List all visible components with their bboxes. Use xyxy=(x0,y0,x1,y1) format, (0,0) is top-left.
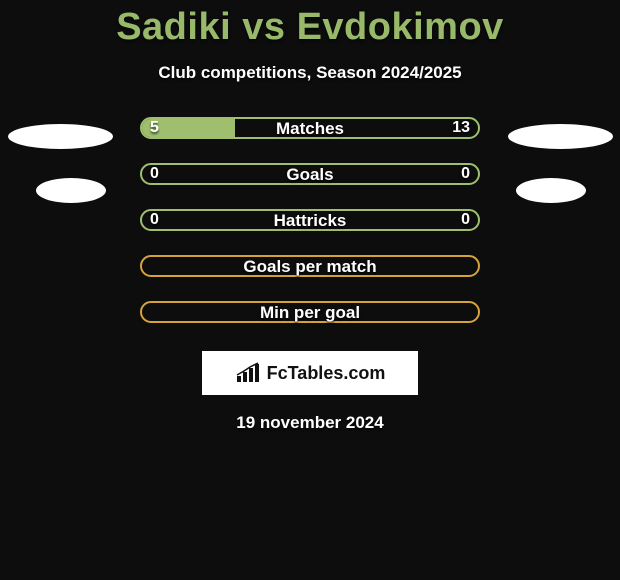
decorative-ellipse-0 xyxy=(8,124,113,149)
bar-hattricks: Hattricks xyxy=(140,209,480,231)
value-left-goals: 0 xyxy=(150,165,159,183)
value-left-matches: 5 xyxy=(150,119,159,137)
brand-badge: FcTables.com xyxy=(202,351,418,395)
page-title: Sadiki vs Evdokimov xyxy=(0,0,620,49)
row-mpg: Min per goal xyxy=(0,301,620,323)
bar-label-matches: Matches xyxy=(276,119,344,139)
row-gpm: Goals per match xyxy=(0,255,620,277)
subtitle: Club competitions, Season 2024/2025 xyxy=(0,63,620,83)
decorative-ellipse-1 xyxy=(508,124,613,149)
comparison-rows: Matches 5 13 Goals 0 0 Hattricks 0 0 Goals per ma… xyxy=(0,117,620,323)
vs-text: vs xyxy=(242,6,285,48)
bar-matches: Matches xyxy=(140,117,480,139)
chart-icon xyxy=(235,362,261,384)
bar-label-mpg: Min per goal xyxy=(260,303,360,323)
bar-label-goals: Goals xyxy=(286,165,333,185)
bar-gpm: Goals per match xyxy=(140,255,480,277)
player2-name: Evdokimov xyxy=(297,6,504,48)
row-hattricks: Hattricks 0 0 xyxy=(0,209,620,231)
player1-name: Sadiki xyxy=(116,6,231,48)
bar-mpg: Min per goal xyxy=(140,301,480,323)
bar-goals: Goals xyxy=(140,163,480,185)
value-right-goals: 0 xyxy=(461,165,470,183)
value-right-matches: 13 xyxy=(452,119,470,137)
bar-label-hattricks: Hattricks xyxy=(274,211,347,231)
value-right-hattricks: 0 xyxy=(461,211,470,229)
date-text: 19 november 2024 xyxy=(0,413,620,433)
decorative-ellipse-3 xyxy=(516,178,586,203)
bar-label-gpm: Goals per match xyxy=(243,257,376,277)
decorative-ellipse-2 xyxy=(36,178,106,203)
brand-text: FcTables.com xyxy=(267,363,386,384)
value-left-hattricks: 0 xyxy=(150,211,159,229)
